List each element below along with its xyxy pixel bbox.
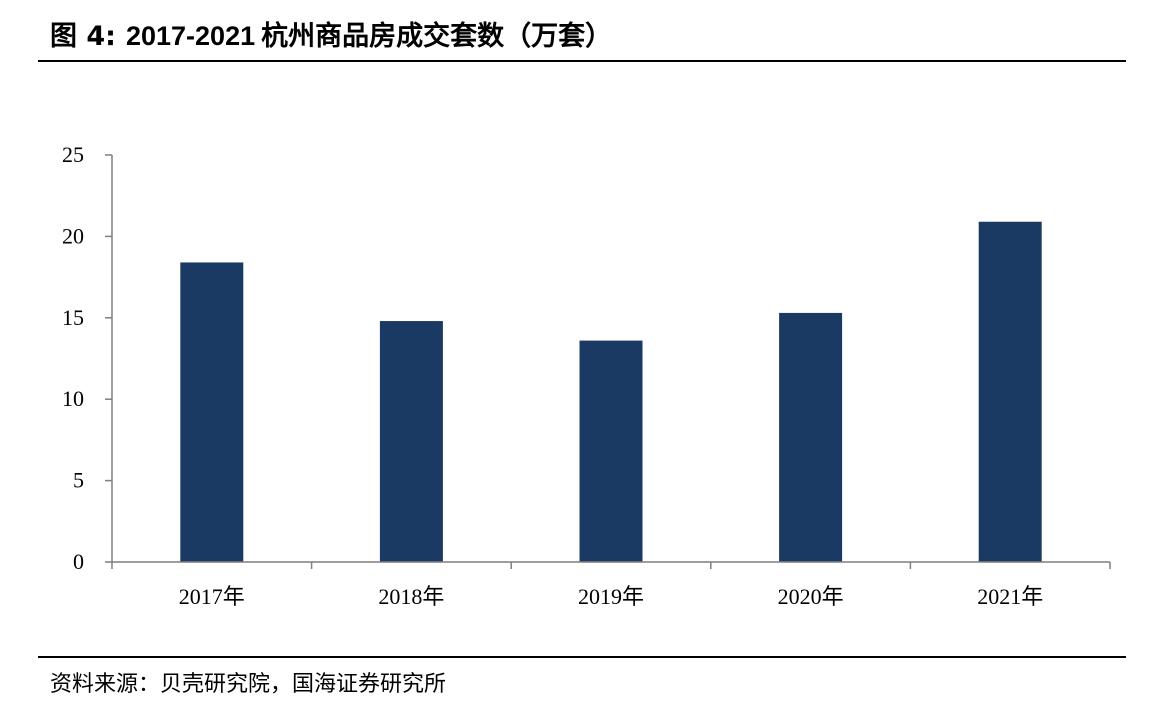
- x-tick-label: 2020年: [778, 584, 844, 609]
- bar-2018年: [379, 321, 443, 562]
- y-tick-label: 10: [62, 386, 84, 411]
- top-rule: [38, 60, 1126, 62]
- y-tick-label: 0: [73, 549, 84, 574]
- bottom-rule: [38, 656, 1126, 658]
- figure-title: 图 4: 2017-2021 杭州商品房成交套数（万套）: [50, 14, 612, 53]
- y-tick-label: 25: [62, 142, 84, 167]
- bar-2020年: [779, 312, 843, 562]
- bar-2017年: [180, 262, 244, 562]
- y-tick-label: 20: [62, 223, 84, 248]
- y-tick-label: 5: [73, 468, 84, 493]
- y-tick-label: 15: [62, 305, 84, 330]
- x-tick-label: 2019年: [578, 584, 644, 609]
- x-tick-label: 2021年: [977, 584, 1043, 609]
- bar-2021年: [978, 221, 1042, 563]
- title-range: 2017-2021: [125, 21, 256, 51]
- x-tick-label: 2017年: [179, 584, 245, 609]
- x-tick-label: 2018年: [378, 584, 444, 609]
- bar-2019年: [579, 340, 643, 562]
- title-text: 杭州商品房成交套数（万套）: [261, 21, 613, 52]
- figure-label: 图 4:: [50, 21, 116, 52]
- source-note: 资料来源：贝壳研究院，国海证券研究所: [50, 672, 447, 697]
